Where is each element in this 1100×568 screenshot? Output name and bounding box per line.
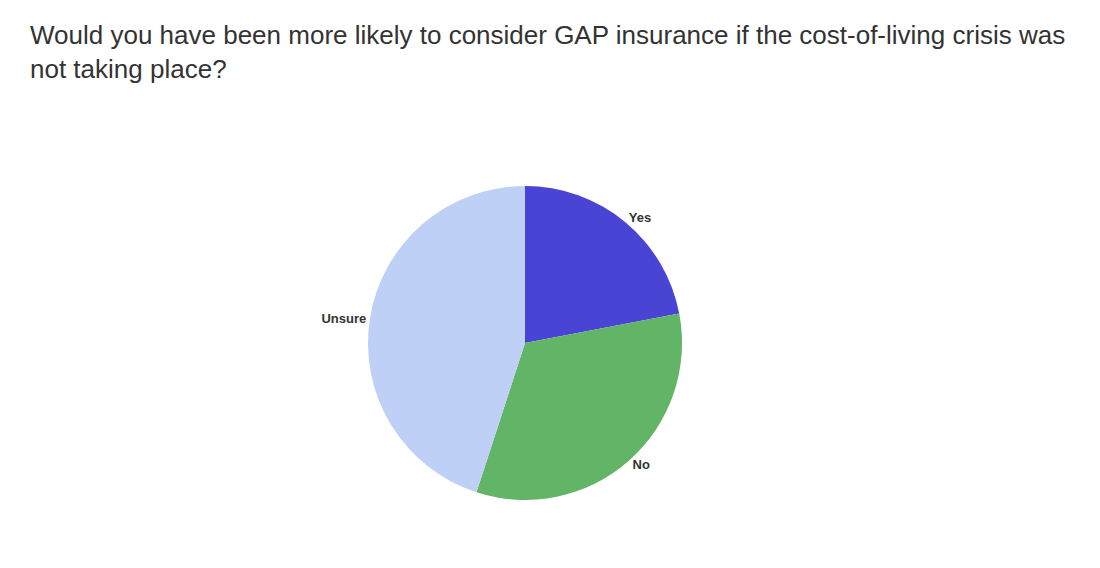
svg-text:Yes: Yes [629,210,651,225]
svg-text:Unsure: Unsure [321,311,366,326]
html-text:Would you have been more likel: Would you have been more likely to consi… [30,20,1066,84]
svg-text:No: No [633,457,650,472]
